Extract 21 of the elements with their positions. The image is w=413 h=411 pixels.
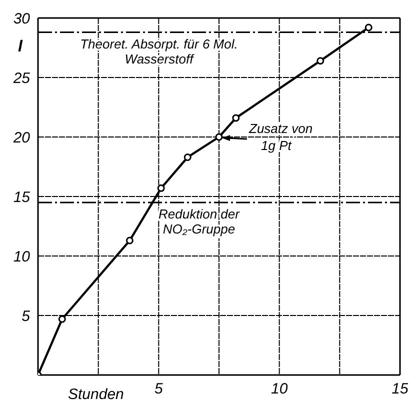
point xyxy=(215,133,223,141)
y-tick-label: 5 xyxy=(22,308,31,325)
point xyxy=(126,236,134,244)
point xyxy=(316,57,324,65)
ref-line-label: Reduktion der NO₂-Gruppe xyxy=(158,206,240,236)
x-axis-title: Stunden xyxy=(68,386,124,403)
y-axis-title: l xyxy=(18,38,23,56)
annotation: Zusatz von 1g Pt xyxy=(248,121,313,153)
y-tick-label: 10 xyxy=(13,248,31,266)
point xyxy=(364,24,372,32)
x-tick-label: 10 xyxy=(270,380,288,398)
point xyxy=(232,114,240,122)
point xyxy=(184,153,192,161)
point xyxy=(58,315,66,323)
y-tick-label: 15 xyxy=(13,188,31,206)
y-tick-label: 20 xyxy=(12,129,31,146)
y-tick-label: 30 xyxy=(13,10,31,28)
ref-line-label: Theoret. Absorpt. für 6 Mol. Wasserstoff xyxy=(80,36,238,66)
y-tick-label: 25 xyxy=(12,70,31,87)
point xyxy=(157,184,165,192)
x-tick-label: 5 xyxy=(154,380,164,398)
